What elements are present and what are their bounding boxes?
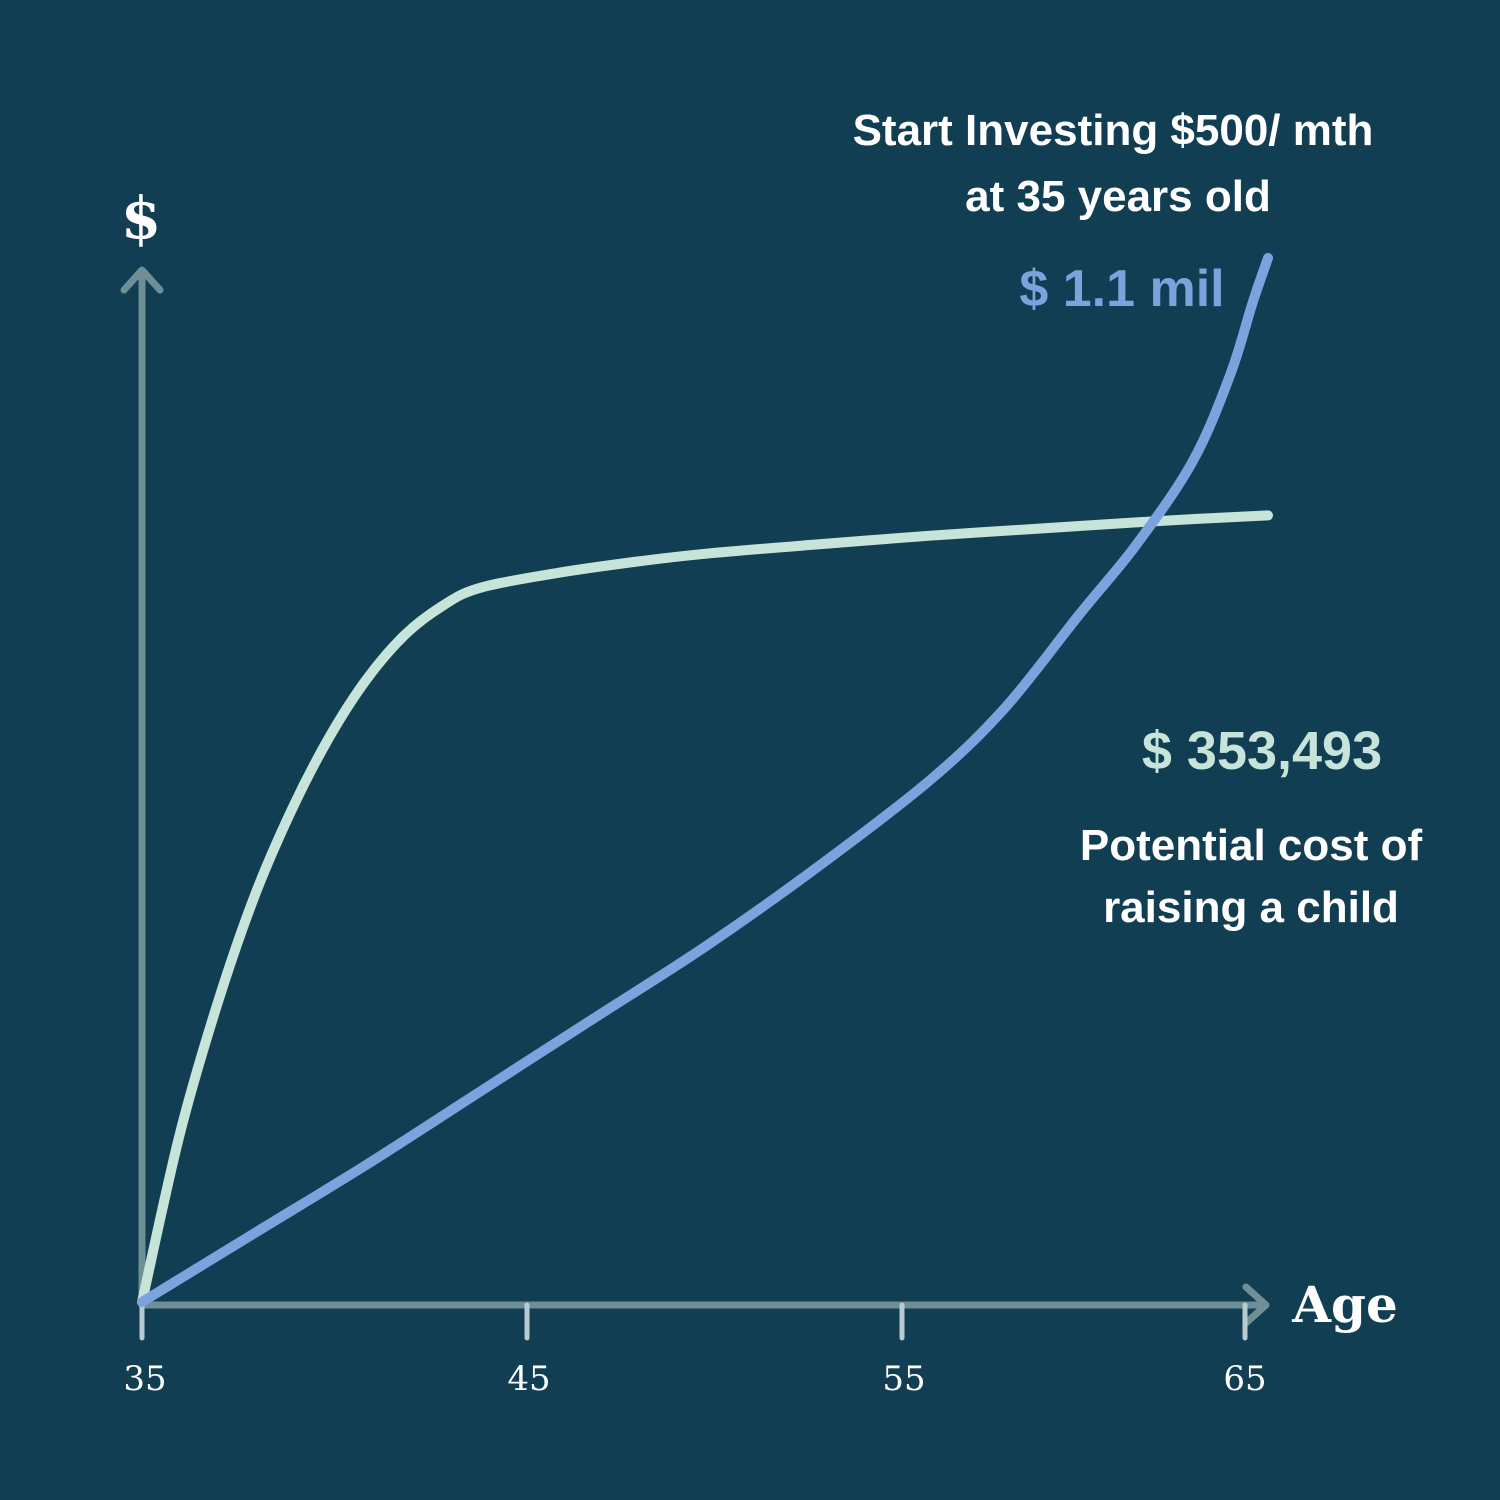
axes — [120, 266, 1270, 1341]
investing-series-line — [137, 253, 1273, 1307]
x-tick-label-55: 55 — [882, 1359, 925, 1399]
child-cost-annotation-line-2: raising a child — [1103, 883, 1399, 932]
x-axis-label: Age — [1291, 1275, 1398, 1334]
investing-value-label: $ 1.1 mil — [1019, 260, 1224, 318]
investing-annotation-line-2: at 35 years old — [965, 172, 1271, 221]
child-cost-value-label: $ 353,493 — [1142, 721, 1382, 781]
x-tick-label-35: 35 — [123, 1359, 166, 1399]
child_cost-series-line — [137, 510, 1273, 1307]
x-tick-labels: 35 45 55 65 — [123, 1359, 1266, 1399]
series-layer — [137, 253, 1273, 1307]
investing-annotation-line-1: Start Investing $500/ mth — [853, 106, 1374, 155]
y-axis-arrowhead — [120, 266, 164, 294]
x-tick-label-65: 65 — [1223, 1359, 1266, 1399]
y-axis-label: $ — [121, 184, 161, 252]
x-tick-label-45: 45 — [507, 1359, 550, 1399]
x-axis-arrowhead — [1242, 1283, 1270, 1327]
child-cost-annotation-line-1: Potential cost of — [1080, 821, 1423, 870]
